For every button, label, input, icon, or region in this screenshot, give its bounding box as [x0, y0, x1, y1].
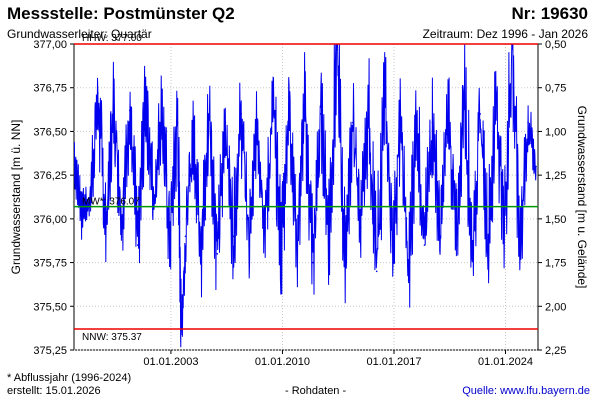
- y-tick-label-right: 1,00: [545, 126, 566, 138]
- data-point: [399, 121, 402, 124]
- y-tick-label: 376,00: [33, 214, 67, 226]
- data-point: [192, 130, 195, 133]
- y-tick-label-right: 2,25: [545, 345, 566, 357]
- data-point: [200, 244, 203, 246]
- y-tick-label: 375,75: [33, 258, 67, 270]
- y-tick-label-right: 2,00: [545, 301, 566, 313]
- data-point: [280, 253, 282, 255]
- data-point: [288, 95, 290, 98]
- data-point: [120, 218, 123, 220]
- station-number: Nr: 19630: [511, 4, 588, 23]
- series-line: [74, 44, 537, 348]
- data-point: [184, 235, 187, 238]
- data-point: [296, 244, 298, 246]
- data-point: [256, 121, 259, 124]
- data-point: [328, 235, 330, 238]
- data-point: [248, 244, 251, 246]
- data-point: [471, 253, 474, 255]
- data-point: [320, 113, 322, 115]
- page-title: Messstelle: Postmünster Q2: [7, 4, 235, 23]
- y-tick-label-right: 1,25: [545, 170, 566, 182]
- footnote: * Abflussjahr (1996-2024): [7, 372, 132, 384]
- data-point: [535, 165, 537, 168]
- data-point: [511, 44, 513, 47]
- y-tick-label-right: 0,50: [545, 39, 566, 51]
- data-point: [439, 235, 442, 238]
- data-point: [519, 244, 521, 246]
- y-tick-label: 375,25: [33, 345, 67, 357]
- data-point: [344, 253, 346, 255]
- x-tick-label: 01.01.2003: [143, 356, 198, 368]
- x-tick-label: 01.01.2010: [255, 356, 310, 368]
- aquifer-label: Grundwasserleiter: Quartär: [7, 27, 152, 41]
- data-point: [160, 104, 163, 106]
- data-point: [240, 113, 243, 115]
- data-point: [351, 121, 354, 124]
- y-tick-label: 376,50: [33, 126, 67, 138]
- data-point: [264, 226, 266, 229]
- data-point: [136, 244, 139, 246]
- data-point: [97, 92, 99, 94]
- created-date: erstellt: 15.01.2026: [7, 385, 101, 397]
- data-point: [415, 113, 418, 115]
- data-point: [89, 200, 91, 203]
- y-axis-left-label: Grundwasserstand [m ü. NN]: [9, 120, 23, 275]
- data-point: [407, 279, 410, 281]
- data-point: [216, 253, 219, 255]
- data-point: [81, 209, 83, 211]
- y-tick-label-right: 1,75: [545, 258, 566, 270]
- data-point: [463, 86, 466, 89]
- data-point: [359, 226, 362, 229]
- period-label: Zeitraum: Dez 1996 - Jan 2026: [422, 27, 588, 41]
- data-point: [112, 102, 115, 105]
- data-point: [527, 121, 529, 124]
- data-point: [312, 261, 314, 264]
- data-point: [152, 200, 155, 203]
- data-point: [391, 244, 394, 246]
- rawdata-label: - Rohdaten -: [285, 385, 347, 397]
- mean-label: MW*: 376.07: [82, 197, 140, 208]
- data-point: [168, 239, 171, 241]
- data-point: [479, 113, 482, 115]
- data-point: [176, 121, 179, 124]
- data-point: [224, 121, 227, 124]
- data-point: [144, 95, 147, 98]
- y-tick-label: 377,00: [33, 39, 67, 51]
- data-point: [304, 104, 306, 106]
- y-tick-label: 376,25: [33, 170, 67, 182]
- axes: 375,25 2,25 375,50 2,00 375,75 1,75 376,00 1,50…: [33, 39, 566, 368]
- y-tick-label: 375,50: [33, 301, 67, 313]
- y-tick-label-right: 1,50: [545, 214, 566, 226]
- data-point: [487, 244, 490, 246]
- series-group: [74, 44, 537, 348]
- y-tick-label-right: 0,75: [545, 83, 566, 95]
- y-tick-label: 376,75: [33, 83, 67, 95]
- source-link[interactable]: Quelle: www.lfu.bayern.de: [462, 385, 590, 397]
- data-point: [105, 226, 107, 229]
- x-tick-label: 01.01.2024: [478, 356, 533, 368]
- x-tick-label: 01.01.2017: [366, 356, 421, 368]
- data-point: [383, 95, 386, 98]
- data-point: [423, 244, 426, 246]
- data-point: [375, 270, 378, 273]
- threshold-label: HHW: 377.00: [82, 33, 142, 44]
- data-point: [336, 48, 338, 51]
- threshold-label: NNW: 375.37: [82, 332, 142, 343]
- data-point: [232, 235, 235, 238]
- data-point: [272, 104, 274, 106]
- data-point: [503, 226, 505, 229]
- data-point: [208, 113, 211, 115]
- data-point: [128, 109, 131, 112]
- data-point: [455, 244, 458, 246]
- data-point: [495, 95, 497, 98]
- y-axis-right-label: Grundwasserstand [m u. Gelände]: [575, 106, 589, 289]
- reference-lines: HHW: 377.00 NNW: 375.37 MW*: 376.07: [74, 33, 538, 343]
- data-point: [431, 121, 434, 124]
- data-point: [367, 113, 370, 115]
- data-point: [447, 104, 450, 106]
- data-point: [74, 156, 75, 159]
